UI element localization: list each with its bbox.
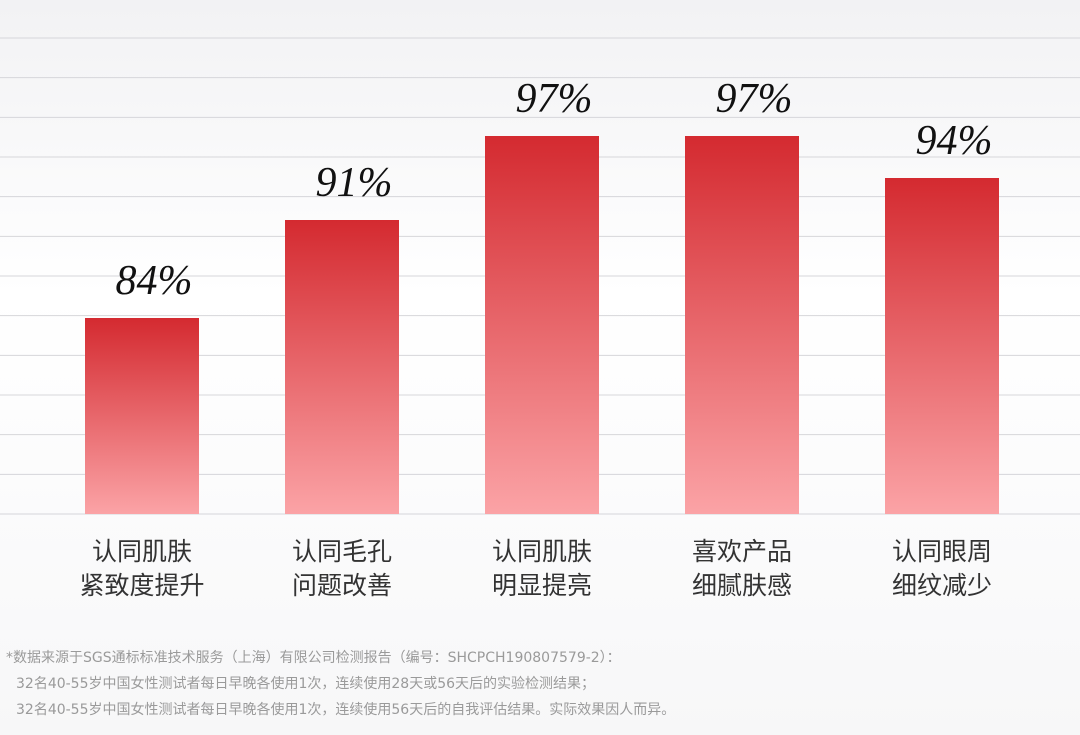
- footnote: *数据来源于SGS通标标准技术服务（上海）有限公司检测报告（编号：SHCPCH1…: [6, 650, 621, 666]
- x-tick-label: 细腻肤感: [692, 571, 792, 600]
- x-tick-label: 紧致度提升: [79, 571, 204, 600]
- x-tick-label: 问题改善: [292, 571, 392, 600]
- x-tick-label: 细纹减少: [892, 571, 992, 600]
- bar: [85, 318, 199, 514]
- footnote: 32名40-55岁中国女性测试者每日早晚各使用1次，连续使用56天后的自我评估结…: [16, 701, 675, 718]
- x-tick-label: 认同毛孔: [292, 537, 392, 566]
- bar: [685, 136, 799, 514]
- bar: [285, 220, 399, 514]
- value-label: 91%: [316, 160, 393, 206]
- value-label: 97%: [516, 76, 593, 122]
- value-label: 94%: [916, 118, 993, 164]
- footnote: 32名40-55岁中国女性测试者每日早晚各使用1次，连续使用28天或56天后的实…: [16, 675, 595, 692]
- value-label: 84%: [116, 258, 193, 304]
- x-tick-label: 喜欢产品: [692, 537, 792, 566]
- bar: [885, 178, 999, 514]
- x-tick-label: 明显提亮: [492, 571, 592, 600]
- x-tick-label: 认同肌肤: [92, 537, 192, 566]
- x-tick-label: 认同肌肤: [492, 537, 592, 566]
- value-label: 97%: [716, 76, 793, 122]
- bar: [485, 136, 599, 514]
- x-tick-label: 认同眼周: [892, 537, 992, 566]
